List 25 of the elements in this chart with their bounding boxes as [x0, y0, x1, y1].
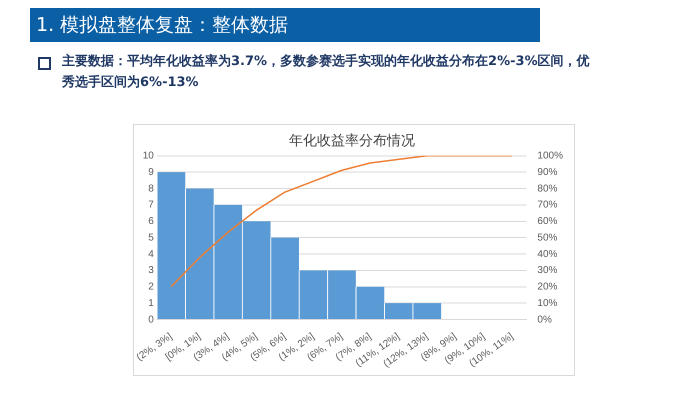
y2-tick-label: 100% [537, 150, 564, 162]
y2-tick-label: 20% [537, 282, 558, 293]
y-tick-label: 5 [148, 232, 154, 244]
y2-tick-label: 60% [537, 216, 558, 228]
y2-tick-label: 90% [537, 166, 558, 178]
y-tick-label: 9 [148, 166, 154, 178]
y-tick-label: 7 [148, 200, 154, 211]
y-tick-label: 4 [148, 248, 154, 260]
y-tick-label: 1 [148, 298, 154, 309]
y-tick-label: 2 [148, 282, 154, 293]
y2-tick-label: 10% [537, 298, 558, 309]
y-tick-label: 3 [148, 265, 154, 276]
y2-tick-label: 30% [537, 265, 558, 276]
y2-tick-label: 0% [537, 314, 552, 326]
y2-tick-label: 80% [537, 183, 558, 194]
y2-tick-label: 50% [537, 232, 558, 244]
y-tick-label: 8 [148, 183, 154, 194]
y-tick-label: 0 [148, 314, 154, 326]
y-tick-label: 6 [148, 216, 154, 228]
text: 主要数据：平均年化收益率为3.7%，多数参赛选手实现的年化收益分布在2%-3%区间，优秀选手区间为6%-13% [62, 52, 591, 92]
text: 1. 模拟盘整体复盘：整体数据 [30, 8, 540, 42]
y-tick-label: 10 [142, 150, 154, 162]
y2-tick-label: 70% [537, 200, 558, 211]
y2-tick-label: 40% [537, 248, 558, 260]
chart-title: 年化收益率分布情况 [289, 133, 415, 150]
